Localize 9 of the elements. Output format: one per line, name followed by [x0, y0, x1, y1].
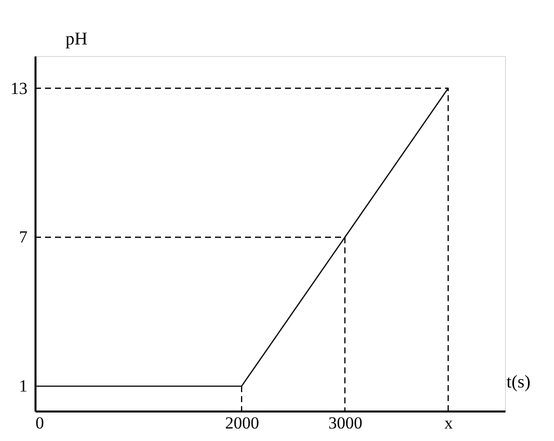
x-tick-label: 2000 [225, 414, 260, 432]
y-tick-label: 1 [19, 376, 28, 396]
y-axis-title: pH [66, 28, 88, 48]
y-tick-label: 7 [19, 228, 28, 247]
y-tick-label: 13 [10, 78, 28, 98]
x-tick-label: 3000 [328, 414, 362, 432]
x-tick-label: 0 [36, 414, 44, 432]
x-axis-title: t(s) [506, 372, 530, 392]
x-tick-label: x [444, 414, 454, 432]
